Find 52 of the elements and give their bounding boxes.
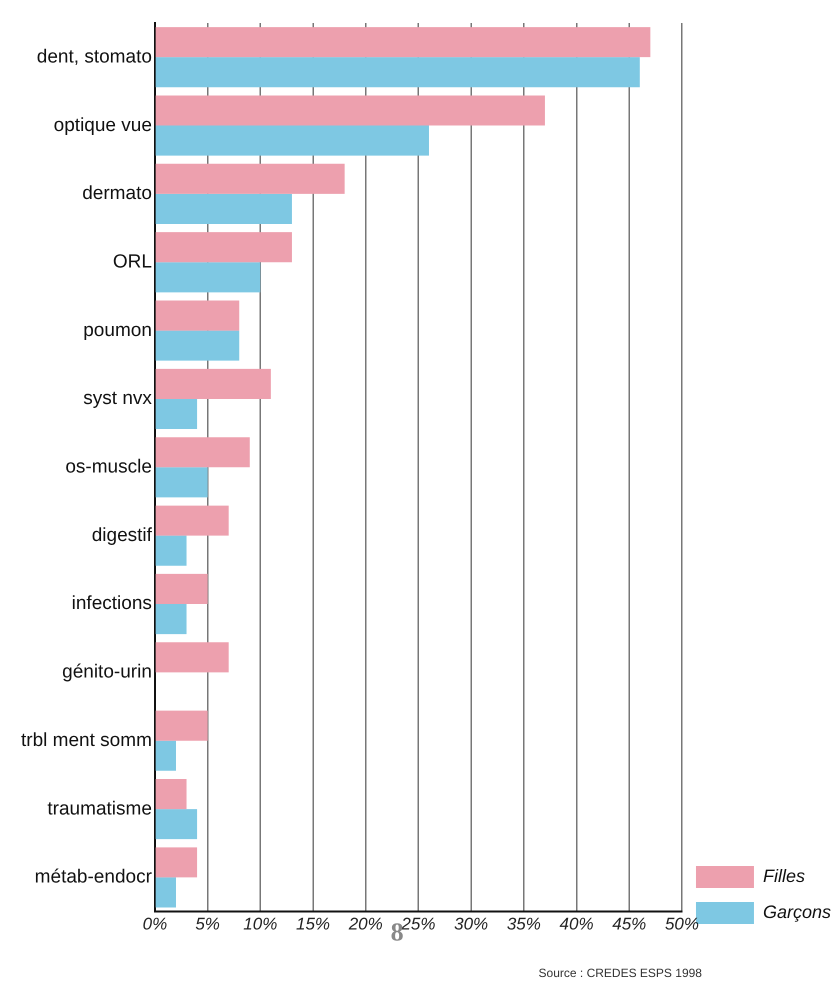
- bar: [156, 506, 229, 536]
- bar: [156, 330, 240, 361]
- bar: [156, 398, 198, 430]
- x-tick-label: 45%: [612, 914, 646, 934]
- y-tick-label: traumatisme: [47, 798, 152, 820]
- bar: [156, 126, 429, 156]
- bar: [156, 574, 208, 604]
- y-tick-label: ORL: [112, 251, 152, 272]
- bar: [156, 27, 650, 58]
- bar: [156, 740, 176, 771]
- legend-label: Filles: [762, 866, 805, 886]
- y-tick-label: digestif: [92, 524, 153, 546]
- bar: [156, 194, 292, 224]
- y-tick-label: génito-urin: [62, 662, 152, 683]
- y-tick-label: dermato: [82, 183, 152, 204]
- bar: [156, 164, 345, 194]
- bar: [156, 232, 292, 262]
- x-tick-label: 35%: [506, 914, 541, 934]
- x-tick-label: 20%: [348, 914, 383, 934]
- bar: [156, 368, 271, 399]
- x-tick-label: 5%: [195, 914, 220, 934]
- bar: [156, 437, 250, 468]
- x-tick-label: 15%: [296, 914, 330, 934]
- bar: [156, 300, 240, 331]
- x-tick-label: 0%: [142, 914, 168, 934]
- bar: [156, 95, 545, 126]
- y-tick-label: infections: [72, 593, 152, 614]
- bar: [156, 877, 176, 908]
- bar: [156, 809, 198, 840]
- y-tick-label: syst nvx: [83, 388, 152, 410]
- bar: [156, 536, 187, 566]
- y-tick-label: poumon: [83, 320, 152, 341]
- y-tick-label: dent, stomato: [36, 46, 152, 68]
- bar: [156, 467, 208, 498]
- bar: [156, 710, 208, 741]
- y-tick-label: os-muscle: [65, 456, 152, 478]
- x-tick-label: 50%: [664, 914, 699, 934]
- bar: [156, 262, 260, 292]
- bar: [156, 642, 229, 672]
- bar: [156, 847, 198, 878]
- x-tick-label: 10%: [243, 914, 278, 934]
- y-tick-label: trbl ment somm: [20, 730, 152, 751]
- bar: [156, 778, 187, 810]
- x-tick-label: 30%: [454, 914, 488, 934]
- x-tick-label: 40%: [560, 914, 594, 934]
- y-tick-label: optique vue: [54, 114, 152, 136]
- source-note: Source : CREDES ESPS 1998: [538, 966, 702, 980]
- bar: [156, 57, 640, 88]
- text: 8: [390, 917, 404, 946]
- bar: [156, 604, 187, 634]
- y-tick-label: métab-endocr: [34, 866, 153, 888]
- legend-label: Garçons: [762, 902, 832, 922]
